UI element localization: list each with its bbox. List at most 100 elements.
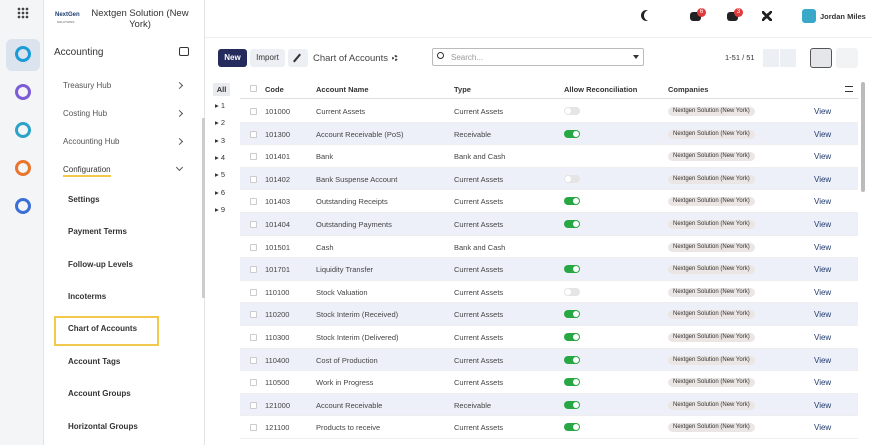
header-icon[interactable] [727,12,738,21]
table-row[interactable] [240,213,858,236]
next-button[interactable] [780,49,796,67]
reconcile-toggle[interactable] [564,400,580,409]
menu-item[interactable]: Accounting Hub [63,137,120,146]
table-row[interactable] [240,348,858,372]
menu-item[interactable]: Account Groups [68,389,131,398]
table-row[interactable] [240,416,858,439]
rail-icon[interactable] [15,160,31,176]
rail-icon[interactable] [15,84,31,100]
menu-item[interactable]: Settings [68,195,100,204]
table-row[interactable] [240,167,858,191]
view-link[interactable]: View [814,129,832,139]
filter-all[interactable]: All [213,83,230,96]
menu-item[interactable]: Treasury Hub [63,81,112,90]
table-row[interactable] [240,100,858,123]
reconcile-toggle[interactable] [564,310,580,319]
view-link[interactable]: View [814,220,832,229]
menu-item[interactable]: Payment Terms [68,227,127,236]
reconcile-toggle[interactable] [564,355,580,364]
row-checkbox[interactable] [250,221,257,228]
kanban-view[interactable] [836,48,858,68]
row-checkbox[interactable] [250,243,257,251]
reconcile-toggle[interactable] [564,174,580,183]
menu-item[interactable]: Chart of Accounts [68,324,138,333]
row-checkbox[interactable] [250,175,257,183]
column-header[interactable]: Account Name [316,85,369,94]
rail-icon[interactable] [15,198,31,214]
table-row[interactable] [240,371,858,394]
row-checkbox[interactable] [250,424,257,432]
user-name[interactable]: Jordan Miles [820,12,866,21]
apps-icon[interactable] [17,7,29,19]
prev-button[interactable] [763,49,779,67]
view-link[interactable]: View [814,174,832,184]
column-header[interactable]: Type [454,85,471,94]
menu-item[interactable]: Costing Hub [63,109,108,118]
view-link[interactable]: View [814,107,832,116]
table-row[interactable] [240,190,858,213]
avatar[interactable] [802,9,816,23]
reconcile-toggle[interactable] [564,333,580,341]
table-row[interactable] [240,236,858,259]
view-link[interactable]: View [814,333,832,342]
row-checkbox[interactable] [250,153,257,161]
row-checkbox[interactable] [250,334,257,341]
menu-item[interactable]: Horizontal Groups [68,422,138,431]
import-button[interactable]: Import [250,49,285,67]
row-checkbox[interactable] [250,311,257,319]
rail-icon[interactable] [15,46,31,62]
view-link[interactable]: View [814,242,832,252]
table-row[interactable] [240,393,858,417]
reconcile-toggle[interactable] [564,197,580,206]
menu-item[interactable]: Follow-up Levels [68,260,133,269]
theme-icon[interactable] [644,10,655,21]
table-row[interactable] [240,326,858,349]
table-row[interactable] [240,258,858,281]
reconcile-toggle[interactable] [564,129,580,138]
reconcile-toggle[interactable] [564,287,580,296]
search-box[interactable] [432,48,644,66]
filter-group[interactable]: ▸ 5 [215,170,226,180]
row-checkbox[interactable] [250,356,257,364]
gear-icon[interactable] [392,55,398,61]
view-link[interactable]: View [814,378,832,388]
column-header[interactable]: Companies [668,85,709,94]
row-checkbox[interactable] [250,198,257,206]
view-link[interactable]: View [814,355,832,365]
header-icon[interactable] [690,12,701,21]
column-header[interactable]: Code [265,85,284,94]
tools-icon[interactable] [762,11,772,21]
reconcile-toggle[interactable] [564,265,580,274]
panel-toggle[interactable] [179,47,189,56]
row-checkbox[interactable] [250,266,257,274]
filter-group[interactable]: ▸ 6 [215,187,226,197]
reconcile-toggle[interactable] [564,220,580,228]
reconcile-toggle[interactable] [564,423,580,432]
menu-item[interactable]: Account Tags [68,357,121,366]
header-checkbox[interactable] [250,85,257,92]
row-checkbox[interactable] [250,130,257,138]
view-link[interactable]: View [814,197,832,207]
reconcile-toggle[interactable] [564,378,580,387]
filter-group[interactable]: ▸ 3 [215,135,226,145]
column-header[interactable]: Allow Reconciliation [564,85,638,94]
new-button[interactable]: New [218,49,247,67]
view-link[interactable]: View [814,400,832,410]
row-checkbox[interactable] [250,379,257,387]
filter-group[interactable]: ▸ 9 [215,204,226,214]
view-link[interactable]: View [814,152,832,162]
menu-item[interactable]: Configuration [63,165,111,177]
table-row[interactable] [240,281,858,304]
rail-icon[interactable] [15,122,31,138]
list-view[interactable] [810,48,832,68]
table-row[interactable] [240,145,858,168]
filter-group[interactable]: ▸ 1 [215,101,226,110]
view-link[interactable]: View [814,265,832,275]
view-link[interactable]: View [814,287,832,297]
view-link[interactable]: View [814,310,832,320]
filter-group[interactable]: ▸ 4 [215,152,226,162]
row-checkbox[interactable] [250,108,257,115]
view-link[interactable]: View [814,423,832,433]
row-checkbox[interactable] [250,288,257,296]
filter-group[interactable]: ▸ 2 [215,118,226,128]
